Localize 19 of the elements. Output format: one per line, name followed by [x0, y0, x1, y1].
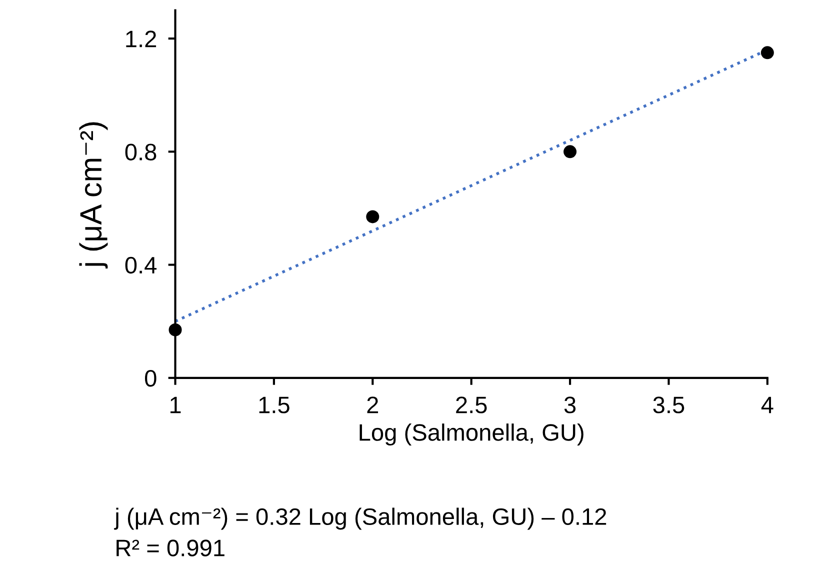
point	[564, 145, 577, 158]
y-axis-title: j (μA cm⁻²)	[79, 122, 108, 269]
y-tick-label: 0.4	[125, 256, 157, 274]
x-tick-label: 3.5	[653, 396, 684, 414]
text: R² = 0.991	[116, 540, 224, 556]
point	[168, 323, 182, 336]
x-axis-title: Log (Salmonella, GU)	[360, 424, 584, 446]
point	[760, 46, 774, 60]
text: j (μA cm⁻²) = 0.32 Log (Salmonella, GU) – 0.12	[114, 508, 606, 530]
x-tick-label: 3	[564, 396, 576, 414]
y-tick-label: 0.8	[125, 144, 156, 160]
x-tick-label: 1.5	[259, 396, 290, 414]
x-tick-label: 1	[170, 396, 181, 414]
x-tick-label: 2	[367, 396, 378, 414]
y-tick-label: 1.2	[126, 30, 156, 48]
x-tick-label: 2.5	[456, 396, 487, 414]
y-tick-label: 0	[145, 370, 156, 387]
x-tick-label: 4	[761, 396, 774, 414]
point	[366, 210, 380, 224]
